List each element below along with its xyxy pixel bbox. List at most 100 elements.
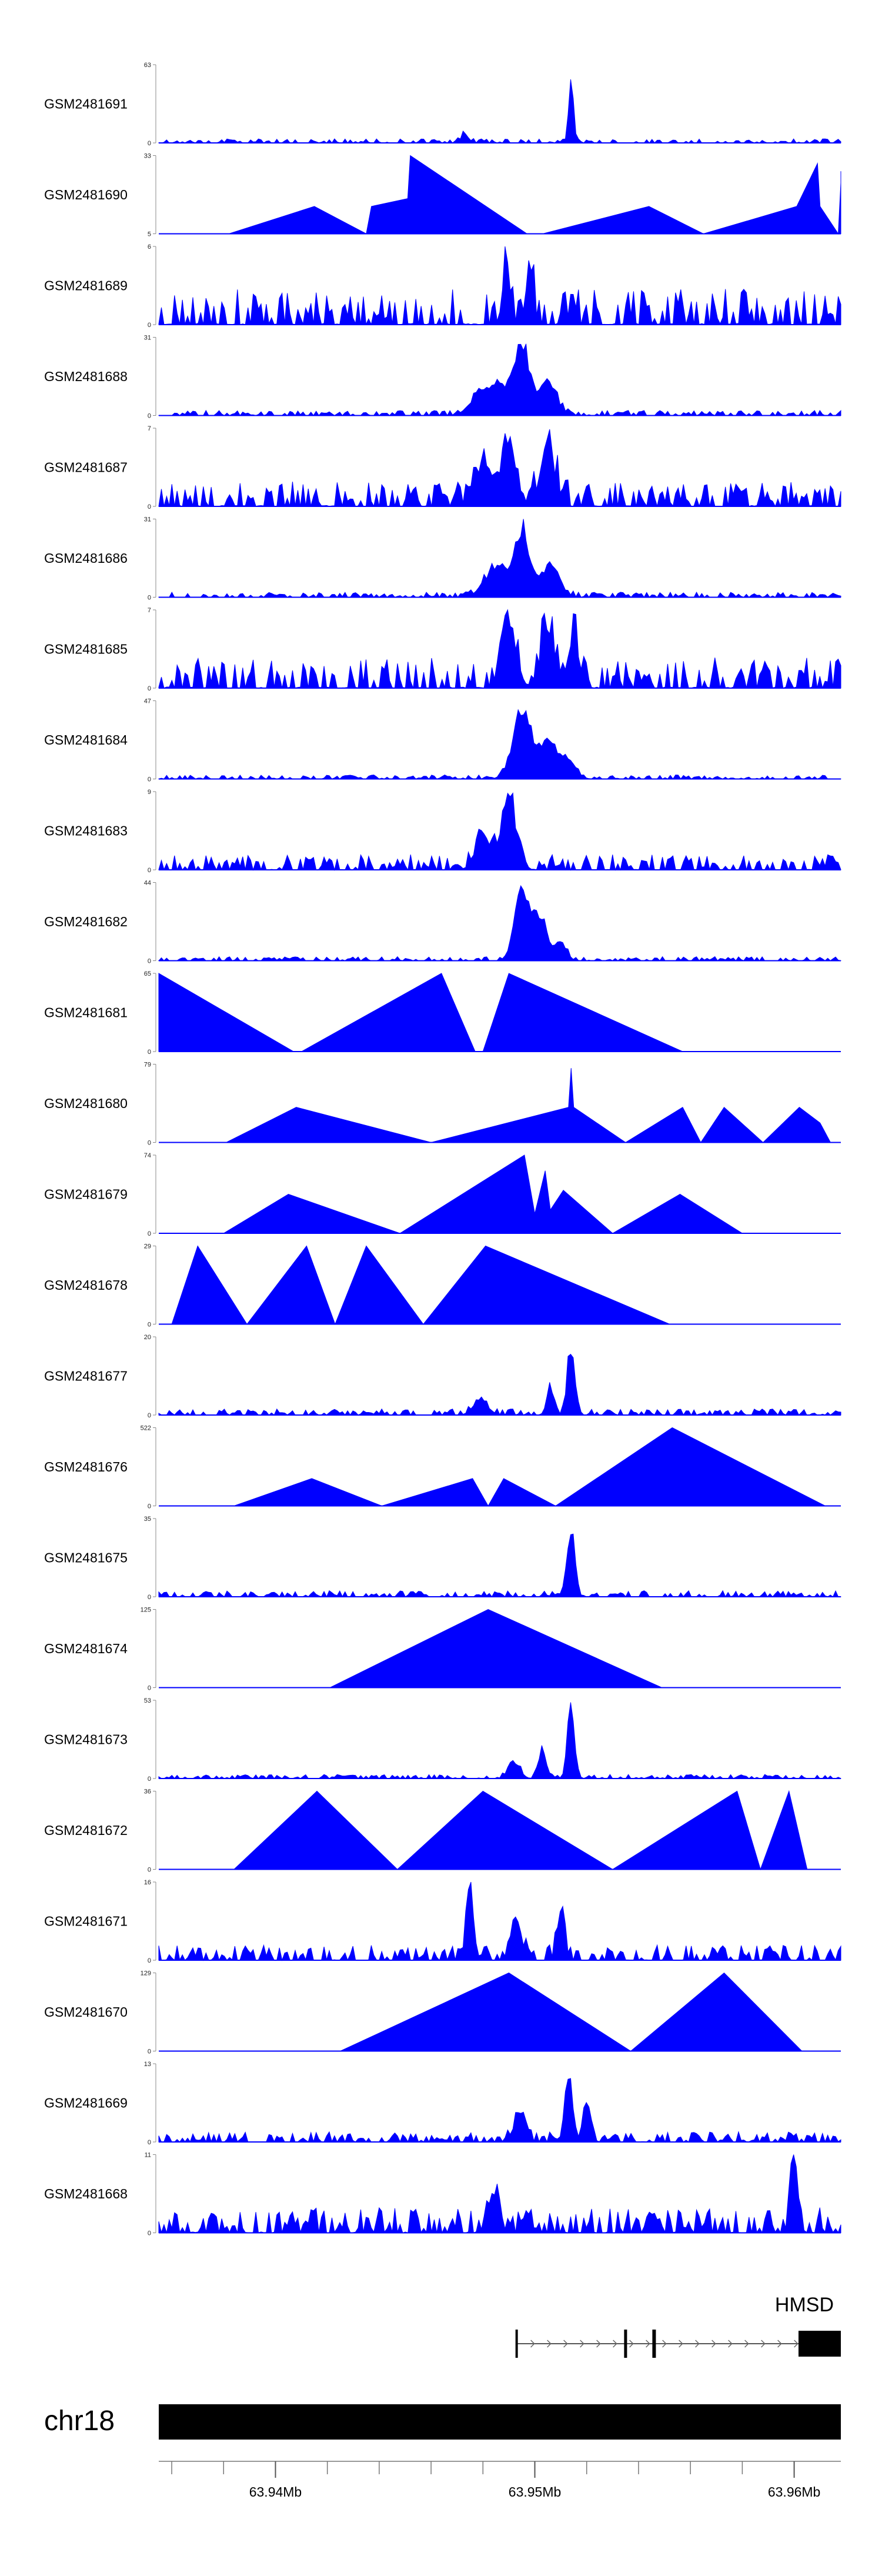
coverage-area bbox=[158, 885, 841, 962]
track-GSM2481685: GSM2481685 7 0 bbox=[44, 607, 841, 692]
track-GSM2481675: GSM2481675 35 0 bbox=[44, 1516, 841, 1601]
coverage-area bbox=[158, 429, 841, 508]
chromosome-ideogram: chr18 bbox=[44, 2404, 841, 2440]
y-max-label: 129 bbox=[141, 1970, 151, 1977]
strand-arrow-icon bbox=[662, 2340, 667, 2348]
coverage-area bbox=[158, 709, 841, 780]
coverage-area bbox=[228, 155, 841, 235]
track-GSM2481683: GSM2481683 9 0 bbox=[44, 789, 841, 874]
track-label: GSM2481668 bbox=[44, 2186, 128, 2201]
chromosome-name: chr18 bbox=[44, 2405, 115, 2437]
track-label: GSM2481673 bbox=[44, 1732, 128, 1747]
track-label: GSM2481671 bbox=[44, 1914, 128, 1929]
track-GSM2481687: GSM2481687 7 0 bbox=[44, 425, 841, 510]
y-min-label: 5 bbox=[148, 231, 151, 238]
y-max-label: 53 bbox=[144, 1697, 151, 1704]
y-min-label: 0 bbox=[148, 958, 151, 965]
track-label: GSM2481684 bbox=[44, 732, 128, 748]
coverage-area bbox=[158, 792, 841, 871]
track-GSM2481678: GSM2481678 29 0 bbox=[44, 1243, 841, 1329]
y-min-label: 0 bbox=[148, 867, 151, 874]
y-min-label: 0 bbox=[148, 503, 151, 510]
y-min-label: 0 bbox=[148, 685, 151, 692]
y-min-label: 0 bbox=[148, 322, 151, 329]
chromosome-bar bbox=[159, 2404, 841, 2440]
y-max-label: 36 bbox=[144, 1788, 151, 1796]
track-GSM2481677: GSM2481677 20 0 bbox=[44, 1334, 841, 1419]
strand-arrow-icon bbox=[580, 2340, 584, 2348]
y-min-label: 0 bbox=[148, 1776, 151, 1783]
y-max-label: 33 bbox=[144, 153, 151, 160]
y-min-label: 0 bbox=[148, 1412, 151, 1419]
exon-block bbox=[624, 2330, 627, 2358]
y-min-label: 0 bbox=[148, 776, 151, 783]
track-GSM2481668: GSM2481668 11 0 bbox=[44, 2152, 841, 2237]
track-GSM2481670: GSM2481670 129 0 bbox=[44, 1970, 841, 2056]
y-min-label: 0 bbox=[148, 140, 151, 147]
track-label: GSM2481674 bbox=[44, 1641, 128, 1656]
track-GSM2481674: GSM2481674 125 0 bbox=[44, 1607, 841, 1692]
strand-arrow-icon bbox=[794, 2340, 799, 2348]
track-label: GSM2481683 bbox=[44, 823, 128, 839]
track-GSM2481679: GSM2481679 74 0 bbox=[44, 1152, 841, 1237]
track-GSM2481691: GSM2481691 63 0 bbox=[44, 62, 841, 147]
y-min-label: 0 bbox=[148, 1957, 151, 1964]
coverage-area bbox=[158, 973, 683, 1052]
coverage-area bbox=[158, 1533, 841, 1598]
coverage-area bbox=[158, 343, 841, 416]
track-GSM2481676: GSM2481676 522 0 bbox=[44, 1425, 841, 1510]
y-min-label: 0 bbox=[148, 1867, 151, 1874]
y-min-label: 0 bbox=[148, 1049, 151, 1056]
strand-arrow-icon bbox=[728, 2340, 733, 2348]
track-GSM2481686: GSM2481686 31 0 bbox=[44, 516, 841, 602]
strand-arrow-icon bbox=[695, 2340, 700, 2348]
track-GSM2481682: GSM2481682 44 0 bbox=[44, 880, 841, 965]
gene-name: HMSD bbox=[775, 2294, 834, 2316]
track-GSM2481673: GSM2481673 53 0 bbox=[44, 1697, 841, 1783]
coverage-area bbox=[158, 79, 841, 144]
coverage-area bbox=[158, 2078, 841, 2143]
strand-arrow-icon bbox=[613, 2340, 617, 2348]
y-max-label: 31 bbox=[144, 335, 151, 342]
track-GSM2481689: GSM2481689 6 0 bbox=[44, 243, 841, 329]
y-max-label: 6 bbox=[148, 243, 151, 251]
strand-arrow-icon bbox=[761, 2340, 766, 2348]
y-max-label: 13 bbox=[144, 2061, 151, 2068]
track-GSM2481690: GSM2481690 33 5 bbox=[44, 153, 841, 238]
y-max-label: 63 bbox=[144, 62, 151, 69]
strand-arrow-icon bbox=[646, 2340, 650, 2348]
track-label: GSM2481682 bbox=[44, 914, 128, 929]
y-min-label: 0 bbox=[148, 1140, 151, 1147]
y-max-label: 44 bbox=[144, 880, 151, 887]
y-max-label: 47 bbox=[144, 698, 151, 705]
y-min-label: 0 bbox=[148, 413, 151, 420]
exon-block bbox=[799, 2331, 803, 2357]
y-min-label: 0 bbox=[148, 1322, 151, 1329]
track-label: GSM2481672 bbox=[44, 1823, 128, 1838]
track-label: GSM2481687 bbox=[44, 460, 128, 475]
track-label: GSM2481678 bbox=[44, 1277, 128, 1293]
coverage-area bbox=[158, 1702, 841, 1779]
track-label: GSM2481669 bbox=[44, 2095, 128, 2111]
y-max-label: 9 bbox=[148, 789, 151, 796]
track-label: GSM2481681 bbox=[44, 1005, 128, 1020]
track-label: GSM2481690 bbox=[44, 187, 128, 202]
gene-annotation-track: HMSD bbox=[515, 2294, 841, 2358]
track-GSM2481680: GSM2481680 79 0 bbox=[44, 1062, 841, 1147]
track-GSM2481681: GSM2481681 65 0 bbox=[44, 970, 841, 1056]
axis-tick-label: 63.95Mb bbox=[509, 2484, 562, 2500]
coverage-area bbox=[158, 609, 841, 689]
coverage-area bbox=[233, 1790, 808, 1871]
strand-arrow-icon bbox=[629, 2340, 634, 2348]
track-GSM2481671: GSM2481671 16 0 bbox=[44, 1879, 841, 1964]
y-min-label: 0 bbox=[148, 2048, 151, 2056]
track-label: GSM2481686 bbox=[44, 550, 128, 566]
track-label: GSM2481676 bbox=[44, 1459, 128, 1474]
y-max-label: 79 bbox=[144, 1062, 151, 1069]
y-min-label: 0 bbox=[148, 2230, 151, 2237]
strand-arrow-icon bbox=[744, 2340, 749, 2348]
y-max-label: 29 bbox=[144, 1243, 151, 1250]
exon-block bbox=[652, 2330, 656, 2358]
coverage-area bbox=[158, 1353, 841, 1416]
strand-arrow-icon bbox=[530, 2340, 535, 2348]
